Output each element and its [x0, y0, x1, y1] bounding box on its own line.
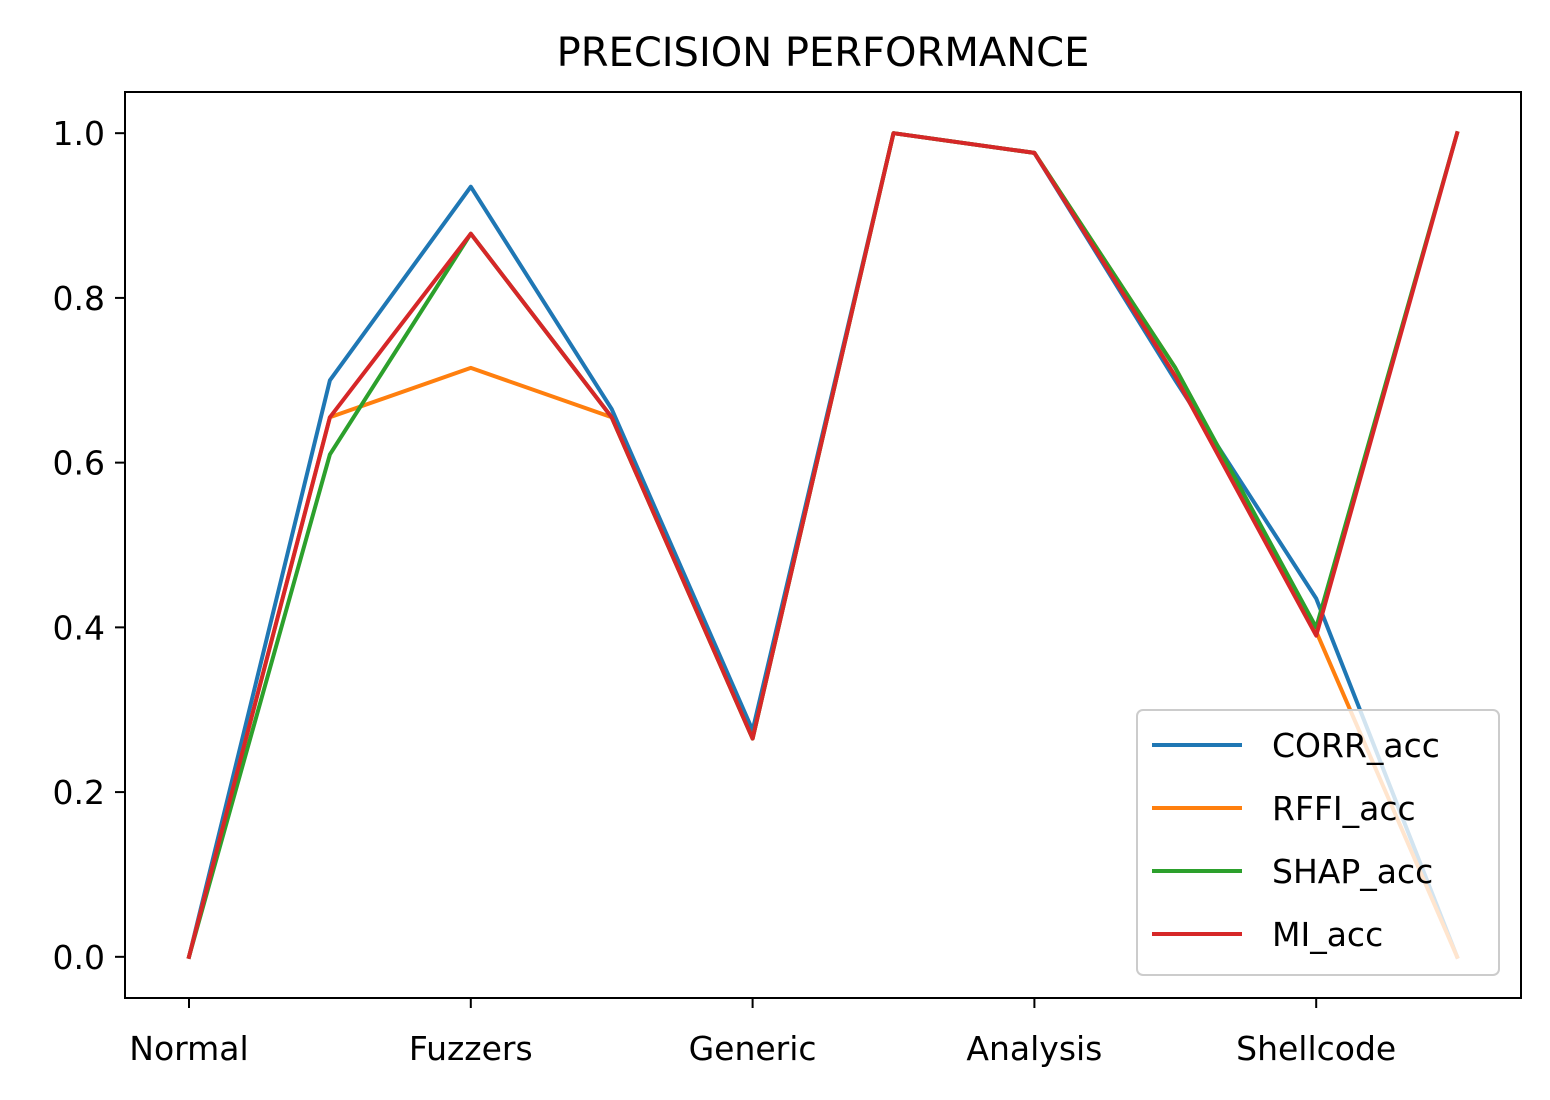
x-tick-label: Normal	[129, 1029, 248, 1068]
legend-label: MI_acc	[1272, 915, 1383, 954]
x-tick-label: Analysis	[966, 1029, 1102, 1068]
axes: 0.0 0.2 0.4 0.6 0.8 1.0 Normal Fuzzers Generic An…	[53, 91, 1522, 1068]
legend-label: RFFI_acc	[1272, 789, 1416, 828]
series-lines	[186, 130, 1460, 960]
series-line-mi-acc	[186, 130, 1460, 960]
legend-label: CORR_acc	[1272, 726, 1440, 765]
legend-label: SHAP_acc	[1272, 852, 1433, 891]
x-tick-label: Shellcode	[1236, 1029, 1396, 1068]
chart-title: PRECISION PERFORMANCE	[557, 30, 1090, 76]
y-tick-label: 0.8	[53, 279, 105, 318]
legend: CORR_acc RFFI_acc SHAP_acc MI_acc	[1136, 709, 1500, 976]
y-tick-label: 1.0	[53, 114, 105, 153]
x-tick-label: Generic	[689, 1029, 817, 1068]
axes-frame	[124, 91, 1522, 999]
y-tick-label: 0.2	[53, 773, 105, 812]
y-tick-label: 0.4	[53, 608, 105, 647]
y-tick-label: 0.0	[53, 938, 105, 977]
y-tick-label: 0.6	[53, 444, 105, 483]
legend-box	[1136, 709, 1500, 976]
x-tick-label: Fuzzers	[409, 1029, 533, 1068]
